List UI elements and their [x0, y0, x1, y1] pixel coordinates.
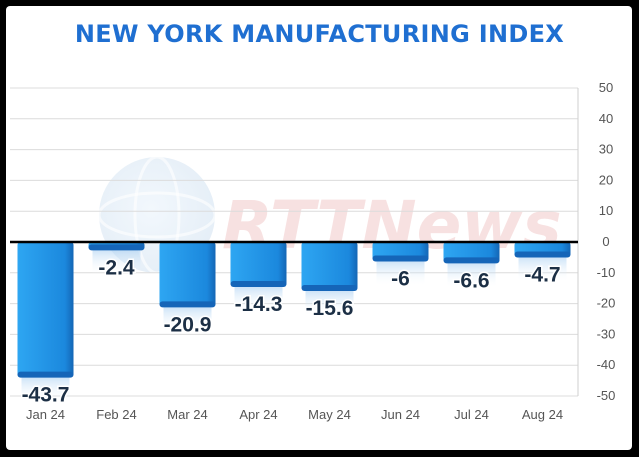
bar-cap: [88, 244, 145, 251]
bar-reflection: [21, 376, 70, 403]
bar-reflection: [163, 306, 212, 333]
y-tick-label: -30: [597, 326, 616, 341]
bar-reflection: [92, 249, 141, 276]
data-label: -20.9: [164, 313, 212, 336]
data-label: -14.3: [235, 293, 283, 316]
bar-cap: [230, 281, 287, 288]
y-tick-label: 50: [599, 80, 613, 95]
y-tick-label: 10: [599, 203, 613, 218]
bar-reflection: [376, 260, 425, 287]
bar: [230, 242, 287, 287]
y-tick-label: 0: [602, 234, 609, 249]
bar-cap: [17, 371, 74, 378]
bar: [443, 242, 500, 263]
x-tick-label: Jun 24: [381, 407, 420, 422]
y-tick-label: -10: [597, 265, 616, 280]
bar: [159, 242, 216, 307]
x-tick-label: May 24: [308, 407, 351, 422]
x-tick-label: Aug 24: [522, 407, 563, 422]
bars: [17, 242, 571, 378]
data-label: -2.4: [98, 256, 135, 279]
bar-cap: [372, 255, 429, 262]
data-labels: -43.7 -2.4 -20.9 -14.3 -15.6 -6 -6.6 -4.7: [20, 255, 562, 408]
y-tick-label: 20: [599, 172, 613, 187]
y-tick-label: 40: [599, 111, 613, 126]
data-label: -15.6: [306, 297, 354, 320]
data-label: -4.7: [524, 263, 560, 286]
bar: [17, 242, 74, 377]
gridlines: [10, 87, 579, 397]
bar-reflections: [21, 249, 567, 403]
x-tick-label: Jul 24: [454, 407, 489, 422]
x-tick-label: Mar 24: [167, 407, 207, 422]
y-tick-label: -40: [597, 357, 616, 372]
bar-reflection: [518, 256, 567, 283]
y-axis-ticks: 50 40 30 20 10 0 -10 -20 -30 -40 -50: [597, 80, 616, 403]
x-tick-label: Jan 24: [26, 407, 65, 422]
data-label: -43.7: [22, 384, 70, 407]
bar-cap: [443, 257, 500, 264]
bar: [301, 242, 358, 291]
bar-cap: [159, 301, 216, 308]
bar-cap: [301, 285, 358, 292]
data-label: -6.6: [453, 269, 489, 292]
y-tick-label: 30: [599, 142, 613, 157]
x-tick-label: Apr 24: [239, 407, 277, 422]
y-tick-label: -20: [597, 296, 616, 311]
x-axis-ticks: Jan 24 Feb 24 Mar 24 Apr 24 May 24 Jun 24 Jul …: [26, 407, 563, 422]
x-tick-label: Feb 24: [96, 407, 136, 422]
bar-reflection: [234, 286, 283, 313]
y-tick-label: -50: [597, 388, 616, 403]
bar-reflection: [305, 290, 354, 317]
data-label: -6: [391, 267, 410, 290]
bar-cap: [514, 251, 571, 258]
chart-title: NEW YORK MANUFACTURING INDEX: [74, 20, 565, 48]
bar-reflection: [447, 262, 496, 289]
